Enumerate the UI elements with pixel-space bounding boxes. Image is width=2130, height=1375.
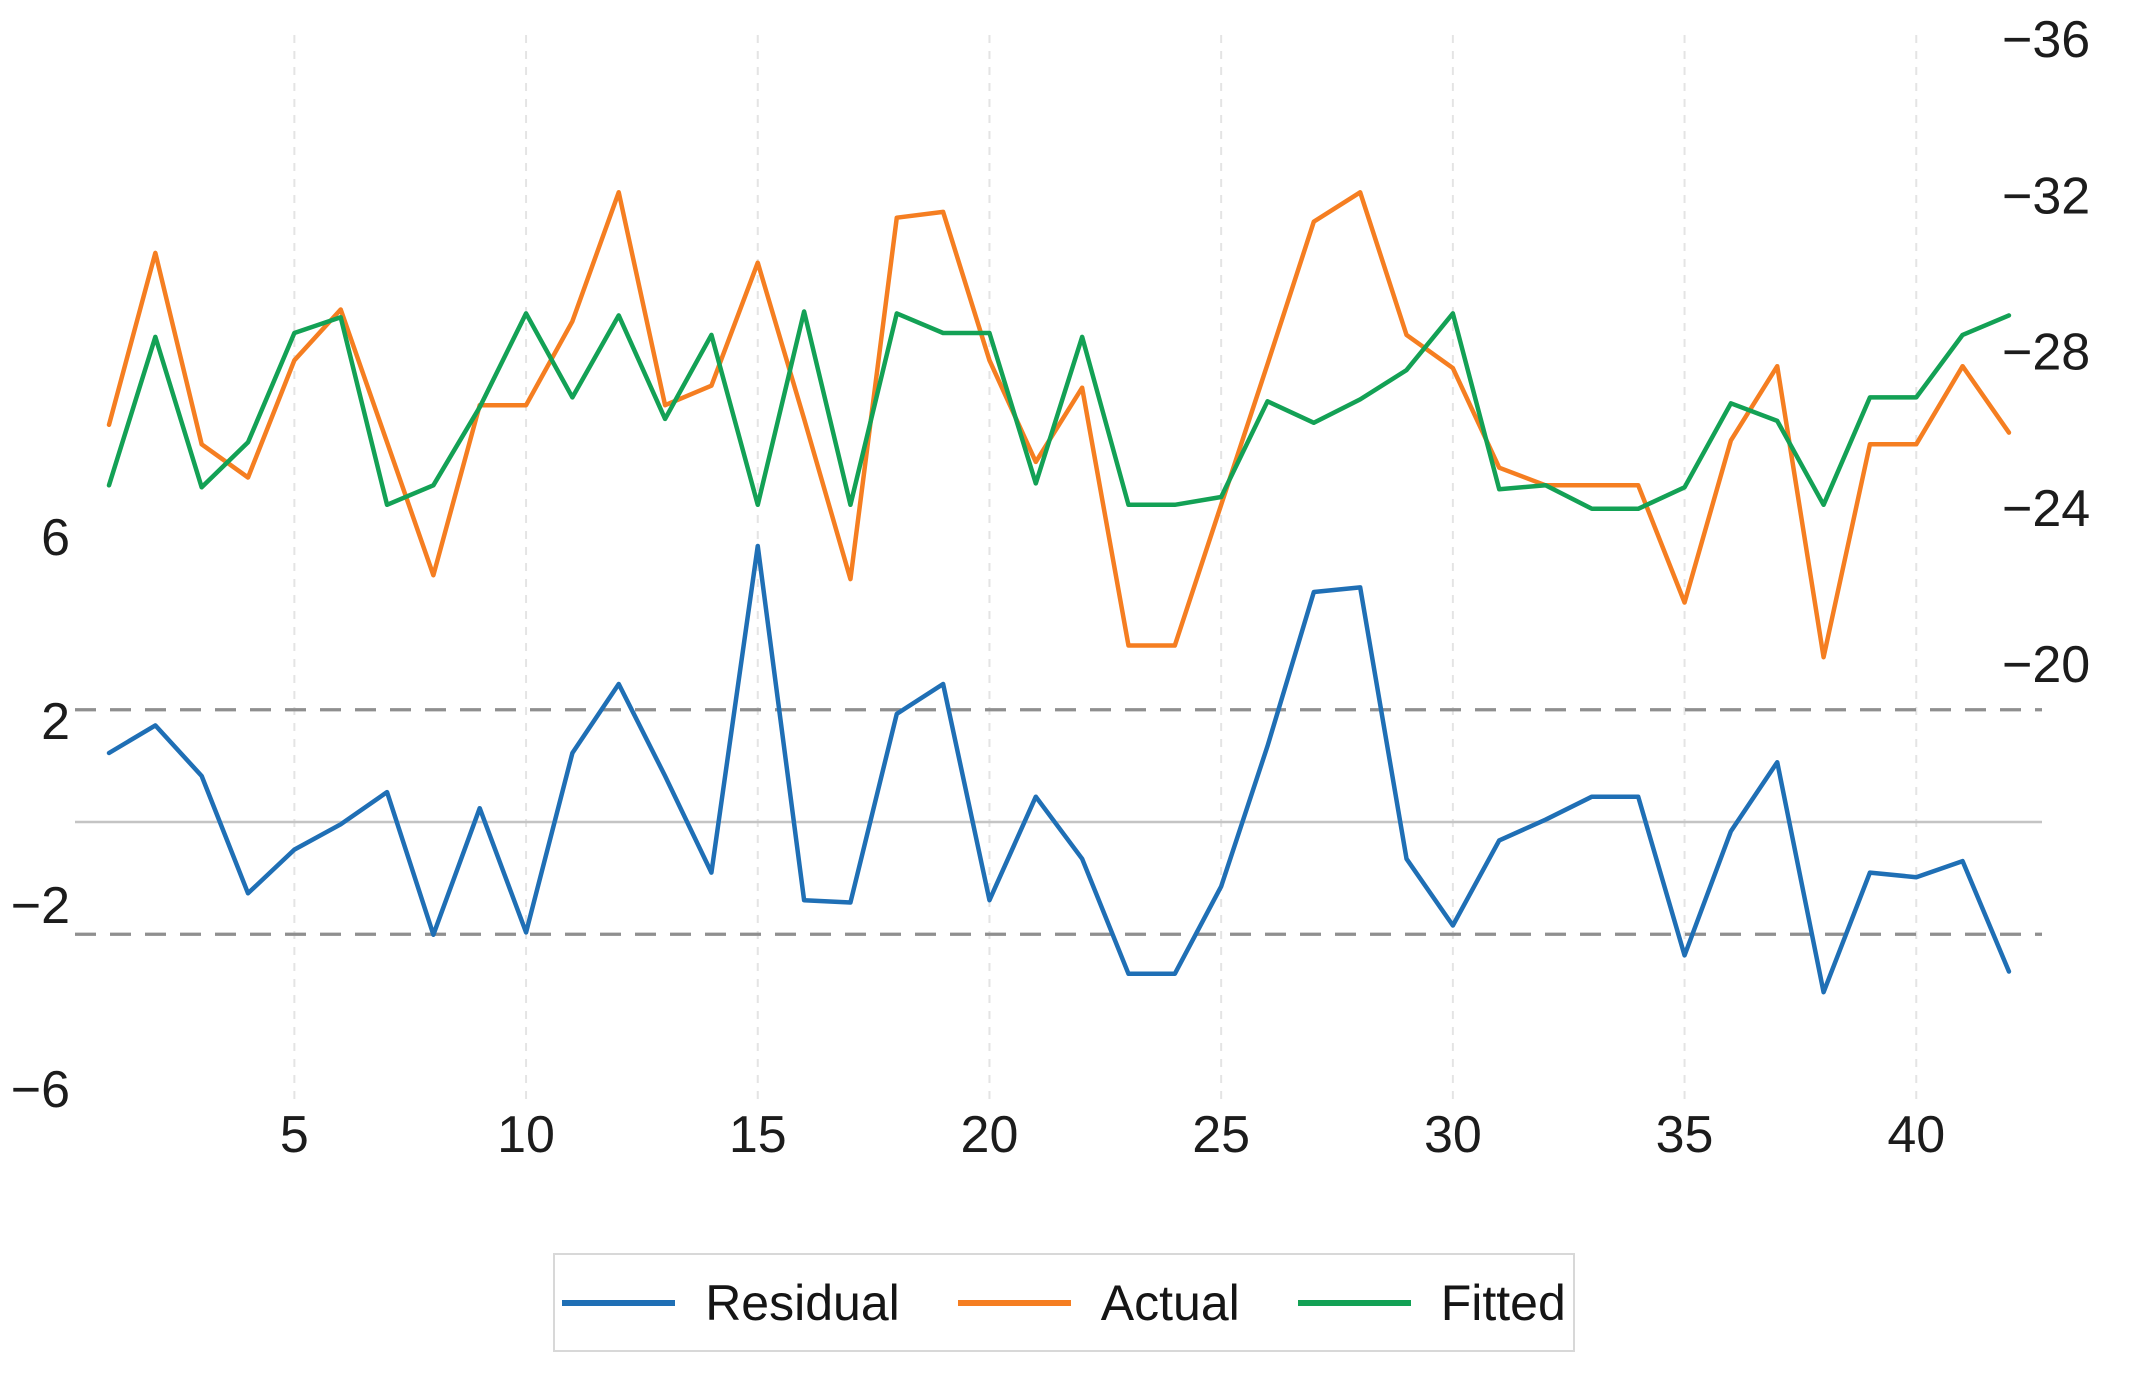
series-line-fitted	[106, 309, 2012, 512]
series-line-residual	[106, 543, 2012, 995]
x-tick-label: 5	[280, 1106, 309, 1164]
y-right-tick-label: −32	[2002, 167, 2090, 225]
x-tick-label: 30	[1424, 1106, 1482, 1164]
legend-item-actual: Actual	[957, 1274, 1240, 1331]
y-right-tick-label: −20	[2002, 636, 2090, 694]
y-left-tick-label: −2	[11, 877, 70, 935]
y-left-tick-label: 2	[41, 693, 70, 751]
y-left-tick-label: −6	[11, 1061, 70, 1119]
x-tick-label: 10	[497, 1106, 555, 1164]
legend-item-residual: Residual	[562, 1278, 900, 1328]
y-right-tick-label: −28	[2002, 324, 2090, 382]
legend-label-residual: Residual	[705, 1274, 900, 1331]
actual-line-icon	[957, 1299, 1071, 1306]
x-tick-label: 20	[961, 1106, 1019, 1164]
y-left-tick-label: 6	[41, 509, 70, 567]
legend: Residual Actual Fitted	[553, 1253, 1575, 1352]
y-right-tick-label: −36	[2002, 11, 2090, 69]
series-line-actual	[106, 190, 2012, 660]
residual-line-icon	[562, 1299, 676, 1306]
fitted-line-icon	[1297, 1299, 1411, 1306]
legend-label-actual: Actual	[1100, 1274, 1240, 1331]
x-tick-label: 15	[729, 1106, 787, 1164]
legend-label-fitted: Fitted	[1440, 1274, 1566, 1331]
x-tick-label: 25	[1192, 1106, 1250, 1164]
x-tick-label: 35	[1656, 1106, 1714, 1164]
x-tick-label: 40	[1887, 1106, 1945, 1164]
legend-item-fitted: Fitted	[1297, 1274, 1566, 1331]
y-right-tick-label: −24	[2002, 480, 2090, 538]
